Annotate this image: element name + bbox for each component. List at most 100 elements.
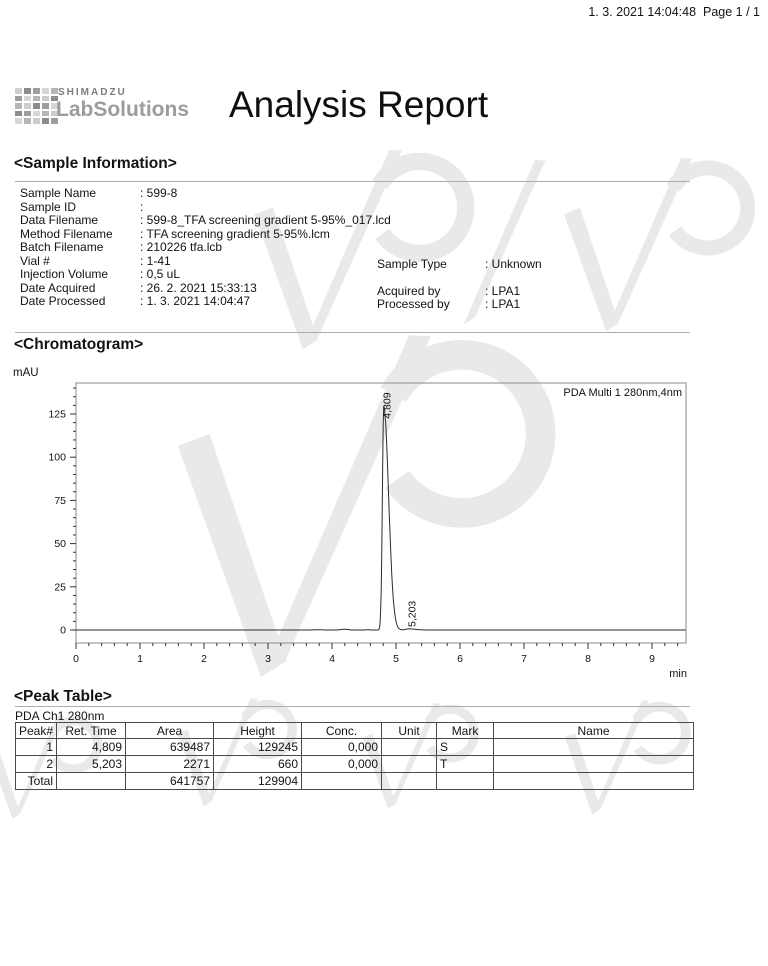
table-cell: S bbox=[436, 738, 495, 756]
peak-retention-label: 4,809 bbox=[381, 392, 393, 418]
field-label: Sample Name bbox=[20, 186, 97, 200]
table-cell: 1 bbox=[14, 738, 58, 756]
table-cell bbox=[301, 772, 383, 790]
svg-text:7: 7 bbox=[521, 653, 527, 665]
table-cell: 639487 bbox=[125, 738, 215, 756]
svg-text:125: 125 bbox=[48, 409, 66, 421]
channel-legend: PDA Multi 1 280nm,4nm bbox=[563, 387, 682, 399]
grid-icon-cell bbox=[24, 88, 31, 94]
table-cell: Total bbox=[14, 772, 58, 790]
svg-text:4,809: 4,809 bbox=[381, 392, 393, 418]
field-value: : 1. 3. 2021 14:04:47 bbox=[140, 294, 251, 308]
grid-icon-cell bbox=[15, 110, 22, 117]
field-row: Batch Filename : 210226 tfa.lcb bbox=[20, 240, 391, 255]
field-value: : TFA screening gradient 5-95%.lcm bbox=[140, 226, 330, 241]
y-axis-labels: 0 25 50 75 100 125 bbox=[48, 409, 66, 637]
grid-icon-cell bbox=[33, 110, 40, 117]
sample-info-left-column: Sample Name: 599-8 Sample ID: Data Filena… bbox=[20, 186, 391, 309]
svg-text:0: 0 bbox=[60, 625, 66, 637]
table-cell: 641757 bbox=[125, 772, 215, 790]
field-row: Data Filename: 599-8_TFA screening gradi… bbox=[20, 213, 391, 228]
table-cell bbox=[436, 772, 495, 790]
svg-text:4: 4 bbox=[329, 653, 335, 665]
table-cell: 0,000 bbox=[301, 755, 383, 773]
grid-icon-cell bbox=[33, 103, 40, 109]
plot-box bbox=[75, 382, 687, 644]
table-cell: 4,809 bbox=[56, 738, 127, 756]
field-label: Processed by bbox=[377, 297, 450, 311]
grid-icon-cell bbox=[33, 95, 40, 102]
field-label: Method Filename bbox=[20, 226, 113, 241]
svg-text:1: 1 bbox=[137, 653, 143, 665]
svg-text:5,203: 5,203 bbox=[407, 601, 419, 627]
grid-icon-cell bbox=[51, 88, 58, 94]
field-value: : bbox=[140, 199, 144, 214]
column-header: Unit bbox=[381, 722, 438, 739]
table-header-row: Peak# Ret. Time Area Height Conc. Unit Mark Nam… bbox=[14, 722, 695, 739]
field-row: Date Acquired: 26. 2. 2021 15:33:13 bbox=[20, 280, 391, 296]
field-row: Sample ID: bbox=[20, 199, 391, 215]
field-value: : 26. 2. 2021 15:33:13 bbox=[140, 280, 257, 295]
table-cell: 0,000 bbox=[301, 738, 383, 756]
field-value: : 599-8 bbox=[140, 186, 178, 200]
field-value: : Unknown bbox=[485, 256, 542, 271]
brand-labsolutions: LabSolutions bbox=[56, 98, 189, 121]
field-row: Processed by : LPA1 bbox=[377, 297, 521, 312]
table-cell: 129245 bbox=[213, 738, 303, 756]
chromatogram-chart: mAU 0 1 2 3 4 5 6 7 8 9 min 0 25 50 75 100 125 PDA Multi 1… bbox=[13, 367, 687, 680]
column-header: Name bbox=[493, 722, 695, 739]
svg-text:3: 3 bbox=[265, 653, 271, 665]
table-row: Total 641757 129904 bbox=[14, 772, 695, 790]
field-label: Acquired by bbox=[377, 283, 441, 298]
field-label: Data Filename bbox=[20, 213, 99, 227]
grid-icon-cell bbox=[42, 88, 49, 94]
svg-text:9: 9 bbox=[649, 653, 655, 665]
grid-icon-cell bbox=[24, 103, 31, 109]
table-cell bbox=[493, 738, 695, 756]
field-row: Acquired by: LPA1 bbox=[377, 283, 520, 299]
table-cell: 660 bbox=[213, 755, 303, 773]
report-title: Analysis Report bbox=[229, 84, 489, 125]
grid-icon-cell bbox=[24, 118, 31, 124]
peak-retention-label: 5,203 bbox=[407, 601, 419, 627]
grid-icon-cell bbox=[15, 95, 22, 102]
section-rule bbox=[15, 706, 690, 707]
field-value: : 210226 tfa.lcb bbox=[140, 240, 223, 254]
svg-text:5: 5 bbox=[393, 653, 399, 665]
column-header: Height bbox=[213, 722, 303, 739]
field-label: Date Processed bbox=[20, 294, 106, 308]
shimadzu-grid-icon bbox=[15, 88, 58, 124]
table-cell: 2 bbox=[14, 755, 58, 773]
table-cell bbox=[493, 755, 695, 773]
table-row: 2 5,203 2271 660 0,000 T bbox=[14, 755, 695, 773]
grid-icon-cell bbox=[15, 88, 22, 94]
column-header: Conc. bbox=[301, 722, 383, 739]
grid-icon-cell bbox=[42, 118, 49, 124]
svg-text:0: 0 bbox=[73, 653, 79, 665]
brand-shimadzu: SHIMADZU bbox=[58, 87, 127, 98]
field-label: Vial # bbox=[20, 253, 50, 268]
sample-info-right-column: Sample Type: Unknown Acquired by: LPA1 Pro… bbox=[377, 187, 757, 317]
grid-icon-cell bbox=[51, 110, 58, 117]
table-cell bbox=[56, 772, 127, 790]
grid-icon-cell bbox=[51, 118, 58, 124]
grid-icon-cell bbox=[24, 95, 31, 102]
field-value: : 1-41 bbox=[140, 253, 171, 268]
grid-icon-cell bbox=[42, 110, 49, 117]
field-row: Sample Name : 599-8 bbox=[20, 186, 391, 201]
field-label: Sample ID bbox=[20, 199, 77, 214]
section-rule bbox=[15, 181, 690, 182]
field-label: Batch Filename bbox=[20, 240, 104, 254]
svg-text:50: 50 bbox=[54, 538, 66, 550]
field-row: Method Filename : TFA screening gradient … bbox=[20, 226, 391, 242]
field-row: Injection Volume: 0,5 uL bbox=[20, 267, 391, 282]
svg-text:8: 8 bbox=[585, 653, 591, 665]
svg-text:100: 100 bbox=[48, 452, 66, 464]
field-value: : LPA1 bbox=[485, 297, 521, 311]
peak-table-heading: <Peak Table> bbox=[14, 688, 112, 705]
table-row: 1 4,809 639487 129245 0,000 S bbox=[14, 738, 695, 756]
table-cell bbox=[493, 772, 695, 790]
column-header: Area bbox=[125, 722, 215, 739]
peak-table-channel: PDA Ch1 280nm bbox=[15, 709, 105, 723]
